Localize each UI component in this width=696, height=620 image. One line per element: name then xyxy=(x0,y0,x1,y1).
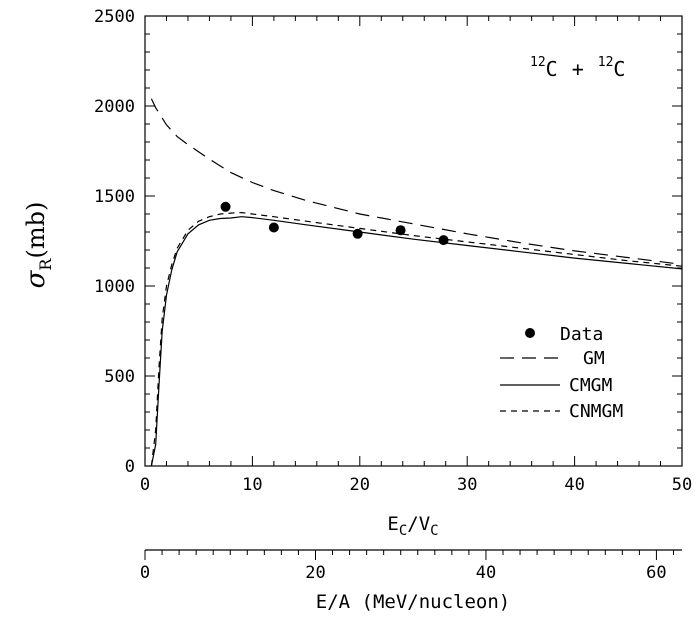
data-point xyxy=(352,228,363,239)
x-axis-label: EC/VC xyxy=(387,513,438,539)
y-tick-label: 1000 xyxy=(94,277,135,297)
annotation-mass2: 12 xyxy=(598,55,614,70)
x2-tick-label: 0 xyxy=(140,563,150,583)
x-axis-sub1: C xyxy=(399,523,407,539)
x-tick-label: 0 xyxy=(140,475,150,495)
annotation-elem2: C xyxy=(613,57,625,81)
x-tick-label: 50 xyxy=(672,475,692,495)
data-points-layer xyxy=(220,201,449,246)
legend-data-label: Data xyxy=(560,324,603,345)
y-axis-unit: (mb) xyxy=(22,202,50,259)
legend-cmgm-label: CMGM xyxy=(569,375,613,396)
series-cnmgm-line xyxy=(150,211,683,467)
series-layer xyxy=(150,98,683,467)
tick-marks xyxy=(144,15,683,467)
series-gm-line xyxy=(150,98,683,265)
x-axis-slash: / xyxy=(407,513,418,535)
svg-text:σR(mb): σR(mb) xyxy=(21,202,55,289)
y-axis-label: σR(mb) xyxy=(21,202,55,289)
annotation-mass1: 12 xyxy=(530,55,546,70)
series-cmgm-line xyxy=(150,216,683,467)
x-axis-sub2: C xyxy=(430,523,438,539)
y-axis-subscript: R xyxy=(36,258,55,271)
x2-tick-label: 60 xyxy=(646,563,666,583)
data-point xyxy=(268,222,279,233)
annotation-plus: + xyxy=(572,57,584,81)
x-tick-label: 10 xyxy=(242,475,262,495)
x-axis-base1: E xyxy=(387,513,398,535)
secondary-x-axis-ticks: 0 20 40 60 xyxy=(140,550,674,583)
y-tick-label: 1500 xyxy=(94,187,135,207)
x2-tick-label: 40 xyxy=(476,563,496,583)
y-tick-label: 0 xyxy=(125,457,135,477)
y-tick-label: 500 xyxy=(104,367,135,387)
x-tick-label: 40 xyxy=(564,475,584,495)
legend-gm-label: GM xyxy=(583,348,605,369)
y-tick-label: 2000 xyxy=(94,97,135,117)
data-point xyxy=(220,201,231,212)
x-tick-label: 30 xyxy=(457,475,477,495)
legend: Data GM CMGM CNMGM xyxy=(500,324,623,422)
y-tick-label: 2500 xyxy=(94,7,135,27)
reaction-annotation: 12C +12C xyxy=(530,55,625,81)
annotation-elem1: C xyxy=(546,57,558,81)
plot-frame xyxy=(144,15,683,467)
legend-cnmgm-label: CNMGM xyxy=(569,401,623,422)
x2-tick-label: 20 xyxy=(305,563,325,583)
x-axis-base2: V xyxy=(419,513,430,535)
legend-data-marker xyxy=(525,328,535,338)
data-point xyxy=(395,225,406,236)
y-axis-symbol: σ xyxy=(21,269,51,288)
secondary-x-axis-label: E/A (MeV/nucleon) xyxy=(316,591,510,613)
x-tick-label: 20 xyxy=(350,475,370,495)
data-point xyxy=(438,235,449,246)
